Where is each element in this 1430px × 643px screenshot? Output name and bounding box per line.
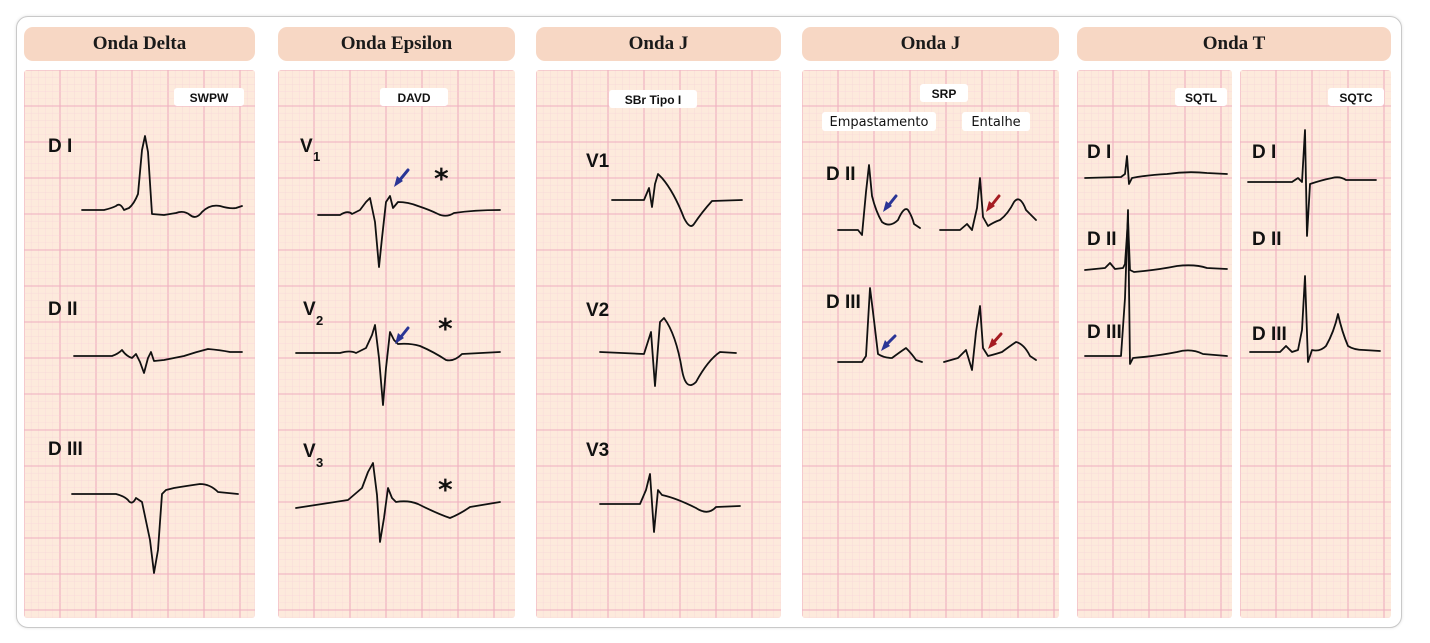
header-onda-j-srp: Onda J (802, 27, 1059, 61)
lead-label-dii: D II (48, 299, 78, 320)
header-onda-j-brugada-label: Onda J (628, 33, 689, 54)
lead-label-v1: V (300, 136, 313, 157)
ecg-trace-dii-entalhe (939, 177, 1037, 231)
lead-label-v2-brugada: V2 (586, 300, 609, 321)
header-onda-delta-label: Onda Delta (92, 33, 187, 54)
lead-label-di-sqtc: D I (1252, 142, 1276, 163)
sublabel-empastamento: Empastamento (830, 115, 929, 130)
badge-sbr (609, 90, 697, 108)
header-onda-delta: Onda Delta (24, 27, 255, 61)
ecg-trace-dii-sqtl (1084, 219, 1228, 273)
lead-label-diii-sqtl: D III (1087, 322, 1122, 343)
lead-label-dii-sqtc: D II (1252, 229, 1282, 250)
panel-onda-epsilon: DAVD V 1 V 2 V 3 * * * (278, 70, 515, 618)
ecg-trace-diii-empastamento (837, 287, 923, 363)
lead-label-dii-sqtl: D II (1087, 229, 1117, 250)
panel-onda-delta: SWPW D I D II D III (24, 70, 255, 618)
lead-label-v1-sub: 1 (313, 149, 320, 164)
lead-label-v2: V (303, 299, 316, 320)
panel-onda-j-srp: SRP Empastamento Entalhe D II D III (802, 70, 1059, 618)
lead-label-diii: D III (48, 439, 83, 460)
badge-srp-label: SRP (932, 87, 957, 101)
badge-swpw (174, 88, 244, 106)
lead-label-di: D I (48, 136, 72, 157)
ecg-trace-v2 (295, 324, 501, 406)
badge-sbr-label: SBr Tipo I (625, 93, 681, 107)
ecg-trace-v3-brugada (599, 473, 741, 533)
badge-srp (920, 84, 968, 102)
ecg-trace-dii-empastamento (837, 164, 921, 236)
ecg-grid-delta: SWPW D I D II D III (24, 70, 255, 618)
lead-label-v2-sub: 2 (316, 313, 323, 328)
ecg-trace-diii-sqtc (1249, 275, 1381, 363)
header-onda-epsilon-label: Onda Epsilon (340, 33, 453, 54)
lead-label-v3: V (303, 441, 316, 462)
panel-onda-t-sqtl: SQTL D I D II D III (1077, 70, 1232, 618)
asterisk-v1: * (434, 162, 449, 195)
ecg-trace-dii (73, 348, 243, 374)
ecg-trace-v2-brugada (599, 317, 737, 387)
header-onda-j-srp-label: Onda J (900, 33, 961, 54)
header-onda-j-brugada: Onda J (536, 27, 781, 61)
header-onda-epsilon: Onda Epsilon (278, 27, 515, 61)
panel-onda-j-brugada: SBr Tipo I V1 V2 V3 (536, 70, 781, 618)
ecg-trace-diii (71, 483, 239, 574)
lead-label-v3-brugada: V3 (586, 440, 609, 461)
ecg-grid-epsilon: DAVD V 1 V 2 V 3 * * * (278, 70, 515, 618)
lead-label-v1-brugada: V1 (586, 151, 610, 172)
ecg-grid-brugada: SBr Tipo I V1 V2 V3 (536, 70, 781, 618)
ecg-trace-di-sqtc (1247, 129, 1377, 237)
panel-onda-t-sqtc: SQTC D I D II D III (1240, 70, 1391, 618)
ecg-trace-di-sqtl (1084, 155, 1228, 185)
header-onda-t-label: Onda T (1202, 33, 1266, 54)
arrow-blue-v1 (394, 168, 410, 187)
badge-sqtl-label: SQTL (1185, 91, 1217, 105)
lead-label-di-sqtl: D I (1087, 142, 1111, 163)
ecg-trace-v3 (295, 462, 501, 543)
asterisk-v2: * (438, 312, 453, 345)
sublabel-empastamento-box (822, 112, 936, 131)
ecg-trace-di (81, 135, 243, 218)
arrow-blue-diii (881, 334, 897, 351)
header-onda-t: Onda T (1077, 27, 1391, 61)
arrow-red-dii (986, 194, 1001, 212)
badge-sqtc (1328, 88, 1384, 106)
ecg-grid-srp: SRP Empastamento Entalhe D II D III (802, 70, 1059, 618)
sublabel-entalhe: Entalhe (971, 115, 1020, 130)
ecg-trace-v1 (317, 195, 501, 268)
arrow-blue-v2 (395, 326, 410, 344)
lead-label-diii-sqtc: D III (1252, 324, 1287, 345)
asterisk-v3: * (438, 473, 453, 506)
ecg-grid-sqtl: SQTL D I D II D III (1077, 70, 1232, 618)
ecg-trace-v1-brugada (611, 173, 743, 227)
ecg-trace-diii-entalhe (943, 305, 1037, 371)
ecg-trace-diii-sqtl (1084, 209, 1228, 365)
ecg-grid-sqtc: SQTC D I D II D III (1240, 70, 1391, 618)
lead-label-diii-srp: D III (826, 292, 861, 313)
badge-davd (380, 88, 448, 106)
badge-sqtl (1175, 88, 1227, 106)
badge-davd-label: DAVD (397, 91, 430, 105)
lead-label-dii-srp: D II (826, 164, 856, 185)
arrow-red-diii (988, 332, 1003, 349)
lead-label-v3-sub: 3 (316, 455, 323, 470)
sublabel-entalhe-box (962, 112, 1030, 131)
badge-swpw-label: SWPW (190, 91, 229, 105)
badge-sqtc-label: SQTC (1339, 91, 1373, 105)
arrow-blue-dii (883, 194, 898, 212)
